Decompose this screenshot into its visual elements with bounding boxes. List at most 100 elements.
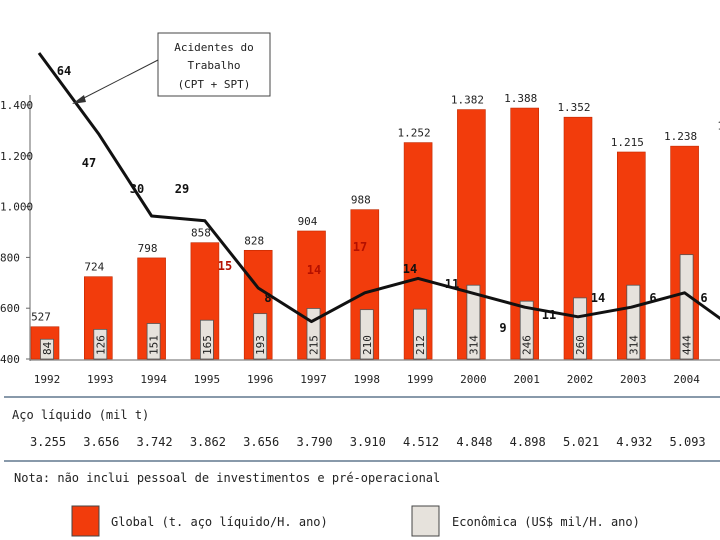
y-tick-label: 600 — [0, 302, 20, 315]
legend-label-economica: Econômica (US$ mil/H. ano) — [452, 515, 640, 529]
economica-bar — [413, 308, 428, 360]
accident-value-label: 14 — [403, 262, 417, 276]
x-axis: 1992 1993 1994 1995 1996 1997 1998 1999 2000 2001… — [30, 359, 720, 386]
accident-value-label: 11 — [445, 277, 459, 291]
economica-value-label: 246 — [521, 335, 534, 355]
x-tick-label: 2004 — [673, 373, 700, 386]
x-tick-label: 2002 — [567, 373, 594, 386]
economica-value-label: 165 — [201, 335, 214, 355]
callout-arrowhead — [72, 95, 86, 104]
economica-bar — [519, 300, 534, 360]
accident-value-label: 6 — [700, 291, 707, 305]
legend-label-global: Global (t. aço líquido/H. ano) — [111, 515, 328, 529]
y-tick-label: 400 — [0, 353, 20, 366]
x-tick-label: 1999 — [407, 373, 434, 386]
global-value-label: 828 — [244, 234, 264, 247]
aco-value: 4.848 — [456, 435, 492, 449]
y-tick-label: 1.000 — [0, 201, 33, 214]
accident-line: 64 47 30 29 15 8 14 17 14 11 9 11 14 6 6 — [37, 52, 720, 335]
global-value-label: 1.279 — [717, 120, 720, 133]
economica-bar — [199, 319, 214, 360]
y-tick-label: 1.200 — [0, 150, 33, 163]
callout-arrow — [77, 59, 159, 102]
callout-line-1: Acidentes do — [174, 41, 253, 54]
aco-value: 3.742 — [137, 435, 173, 449]
accident-value-label: 14 — [307, 263, 321, 277]
economica-value-label: 260 — [574, 335, 587, 355]
aco-value: 3.862 — [190, 435, 226, 449]
aco-value: 3.255 — [30, 435, 66, 449]
callout-line-3: (CPT + SPT) — [178, 78, 251, 91]
x-tick-label: 1992 — [34, 373, 61, 386]
aco-values: 3.255 3.656 3.742 3.862 3.656 3.790 3.910 4.512… — [30, 435, 706, 449]
legend-swatch-economica — [411, 505, 440, 537]
x-tick-label: 1994 — [140, 373, 167, 386]
economica-value-label: 210 — [361, 335, 374, 355]
aco-value: 3.910 — [350, 435, 386, 449]
aco-value: 4.932 — [616, 435, 652, 449]
aco-value: 4.512 — [403, 435, 439, 449]
accident-value-label: 6 — [649, 291, 656, 305]
economica-bar — [679, 254, 694, 360]
economica-bar — [359, 309, 374, 360]
economica-bar — [40, 338, 54, 360]
x-tick-label: 1996 — [247, 373, 274, 386]
legend-swatch-global — [71, 505, 100, 537]
economica-bar — [146, 323, 161, 360]
x-tick-label: 2000 — [460, 373, 487, 386]
accident-value-label: 29 — [175, 182, 189, 196]
y-tick-label: 1.400 — [0, 99, 33, 112]
callout-box — [157, 32, 271, 97]
x-tick-label: 1995 — [194, 373, 221, 386]
y-tick-label: 800 — [0, 251, 20, 264]
economica-value-label: 212 — [414, 335, 427, 355]
accident-value-label: 15 — [218, 259, 232, 273]
economica-bar — [466, 284, 481, 360]
global-value-label: 724 — [84, 261, 104, 274]
global-value-label: 1.382 — [451, 94, 484, 107]
x-tick-label: 1998 — [354, 373, 381, 386]
x-tick-label: 2003 — [620, 373, 647, 386]
aco-value: 3.790 — [296, 435, 332, 449]
global-value-label: 1.238 — [664, 130, 697, 143]
note: Nota: não inclui pessoal de investimento… — [14, 471, 440, 485]
global-value-label: 1.352 — [557, 101, 590, 114]
economica-bar — [93, 328, 108, 360]
x-tick-label: 1997 — [300, 373, 327, 386]
global-value-label: 1.388 — [504, 92, 537, 105]
global-value-label: 798 — [138, 242, 158, 255]
economica-value-label: 444 — [681, 335, 694, 355]
economica-value-label: 314 — [627, 335, 640, 355]
economica-value-label: 126 — [94, 335, 107, 355]
accident-value-label: 30 — [130, 182, 144, 196]
aco-title: Aço líquido (mil t) — [12, 408, 149, 422]
global-value-label: 527 — [31, 311, 51, 324]
accident-value-label: 17 — [353, 240, 367, 254]
global-value-label: 1.252 — [398, 127, 431, 140]
economica-value-label: 84 — [41, 341, 54, 355]
aco-value: 5.021 — [563, 435, 599, 449]
economica-value-label: 215 — [308, 335, 321, 355]
callout-line-2: Trabalho — [188, 59, 241, 72]
accident-value-label: 11 — [542, 308, 556, 322]
global-value-label: 904 — [298, 215, 318, 228]
accident-value-label: 64 — [57, 64, 71, 78]
callout: Acidentes do Trabalho (CPT + SPT) — [72, 32, 271, 104]
aco-value: 5.093 — [670, 435, 706, 449]
bars: 527 84 724 126 798 151 858 165 828 193 904 215 988 21… — [30, 92, 720, 360]
aco-value: 3.656 — [83, 435, 119, 449]
accident-value-label: 47 — [82, 156, 96, 170]
aco-value: 4.898 — [510, 435, 546, 449]
global-value-label: 858 — [191, 227, 211, 240]
economica-value-label: 151 — [148, 335, 161, 355]
accident-value-label: 14 — [591, 291, 605, 305]
global-value-label: 1.215 — [611, 136, 644, 149]
accident-value-label: 9 — [499, 321, 506, 335]
aco-value: 3.656 — [243, 435, 279, 449]
economica-value-label: 314 — [467, 335, 480, 355]
y-axis: 400 600 800 1.000 1.200 1.400 — [0, 95, 33, 366]
x-tick-label: 1993 — [87, 373, 114, 386]
accident-value-label: 8 — [264, 291, 271, 305]
economica-bar — [626, 284, 641, 360]
